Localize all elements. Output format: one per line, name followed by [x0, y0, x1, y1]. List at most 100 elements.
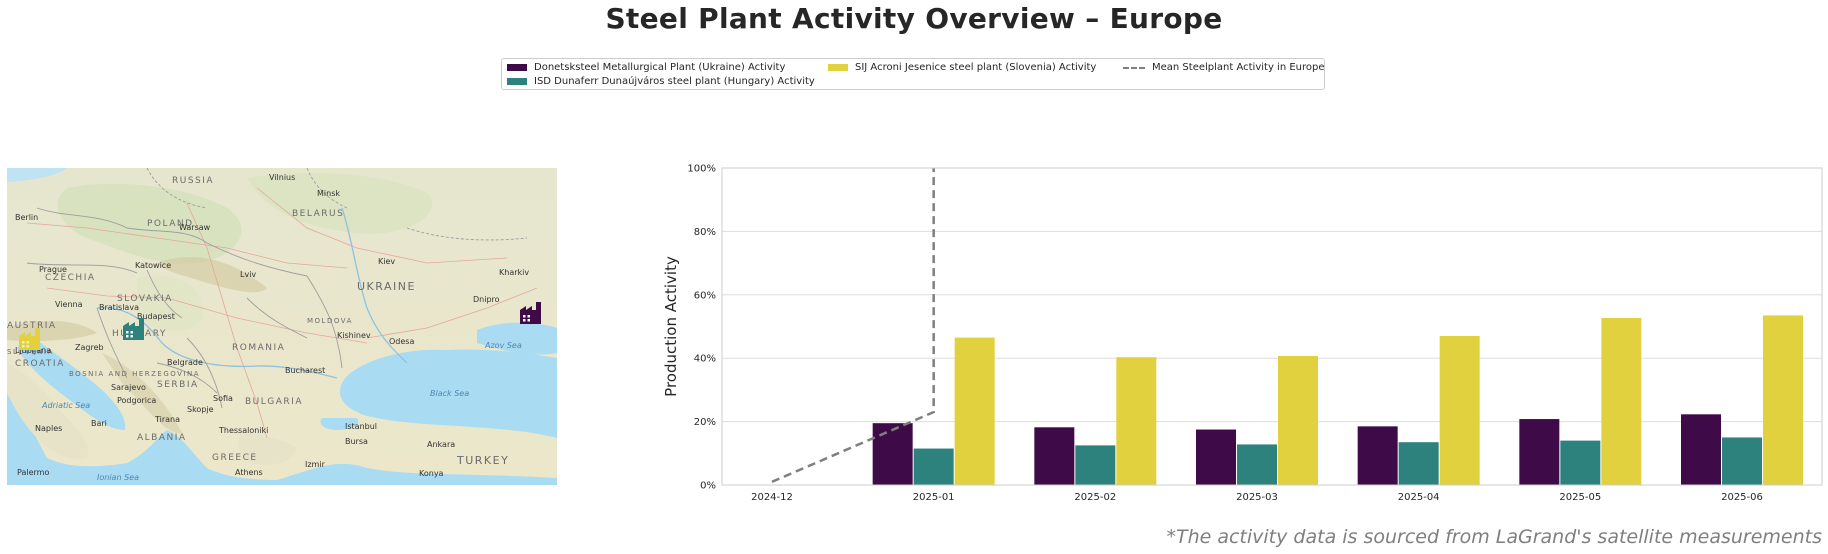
map-country-label: BULGARIA	[245, 397, 303, 407]
map-city-label: Prague	[39, 265, 67, 274]
x-tick-label: 2025-04	[1398, 492, 1440, 503]
bar	[1034, 427, 1075, 485]
data-source-note: *The activity data is sourced from LaGra…	[1166, 526, 1822, 548]
y-tick-label: 0%	[700, 481, 716, 492]
map-city-label: Istanbul	[345, 422, 377, 431]
map-city-label: Tirana	[154, 415, 180, 424]
europe-map: RUSSIA POLAND BELARUS CZECHIA SLOVAKIA U…	[7, 168, 557, 485]
bar	[1722, 437, 1762, 485]
map-country-label: UKRAINE	[357, 280, 416, 293]
bar	[872, 423, 913, 485]
legend-label-mean: Mean Steelplant Activity in Europe	[1152, 62, 1325, 73]
bar	[1763, 315, 1803, 485]
bar	[1237, 444, 1277, 485]
legend-label-dunaferr: ISD Dunaferr Dunaújváros steel plant (Hu…	[534, 76, 815, 87]
map-city-label: Kharkiv	[499, 268, 529, 277]
y-tick-label: 40%	[694, 354, 716, 365]
map-river-danube	[96, 307, 338, 379]
map-city-label: Kishinev	[337, 331, 371, 340]
x-tick-label: 2025-02	[1074, 492, 1116, 503]
factory-icon[interactable]	[19, 328, 40, 350]
bar	[1519, 419, 1560, 485]
map-plain-hungary	[137, 275, 203, 332]
legend-item-dunaferr: ISD Dunaferr Dunaújváros steel plant (Hu…	[507, 76, 815, 87]
map-country-label: SLOVAKIA	[117, 294, 173, 304]
map-country-label: BELARUS	[292, 209, 344, 219]
map-mountains-carpathians	[157, 257, 267, 293]
bar	[913, 448, 954, 485]
y-tick-label: 80%	[694, 227, 716, 238]
map-country-label: ROMANIA	[232, 343, 285, 353]
map-canvas: RUSSIA POLAND BELARUS CZECHIA SLOVAKIA U…	[7, 168, 557, 485]
legend-swatch-donetsksteel	[507, 64, 527, 71]
y-tick-label: 100%	[687, 164, 716, 175]
map-city-label: Odesa	[389, 337, 414, 346]
legend-item-mean: Mean Steelplant Activity in Europe	[1123, 62, 1325, 73]
bar	[1439, 336, 1480, 485]
map-road-1	[26, 222, 348, 269]
map-city-label: Naples	[35, 424, 62, 433]
legend-swatch-acroni	[828, 64, 848, 71]
map-country-label: TURKEY	[456, 454, 509, 467]
factory-icon[interactable]	[520, 302, 541, 324]
bar	[1601, 317, 1642, 485]
map-city-label: Lviv	[240, 270, 256, 279]
map-country-label: POLAND	[147, 219, 194, 229]
map-city-label: Kiev	[378, 257, 395, 266]
map-city-label: Vienna	[55, 300, 83, 309]
map-country-label: SLOVENIA	[7, 348, 54, 356]
map-land-greece	[238, 430, 297, 465]
legend-swatch-dunaferr	[507, 78, 527, 85]
map-city-label: Ankara	[427, 440, 455, 449]
legend-label-acroni: SIJ Acroni Jesenice steel plant (Sloveni…	[855, 62, 1097, 73]
factory-icon[interactable]	[123, 318, 144, 340]
x-tick-label: 2025-06	[1721, 492, 1763, 503]
map-country-label: SERBIA	[157, 380, 199, 390]
map-forest-belarus	[247, 173, 433, 234]
map-country-label: CZECHIA	[45, 273, 96, 283]
map-country-label: RUSSIA	[172, 176, 214, 186]
map-city-label: Berlin	[15, 213, 38, 222]
map-sea-azov	[477, 322, 557, 355]
map-land-italy	[7, 363, 88, 460]
chart-tick-labels: 0% 20% 40% 60% 80% 100% 2024-12 2025-01 2025-02 2…	[687, 164, 1762, 504]
x-tick-label: 2024-12	[751, 492, 793, 503]
map-city-label: Budapest	[137, 312, 175, 321]
map-mountains-dinaric	[102, 353, 182, 434]
map-city-label: Konya	[419, 469, 444, 478]
map-country-label: GREECE	[212, 453, 258, 463]
map-city-label: Bratislava	[99, 303, 139, 312]
bar	[1357, 426, 1398, 485]
map-city-label: Podgorica	[117, 396, 156, 405]
map-city-label: Belgrade	[167, 358, 203, 367]
legend-label-donetsksteel: Donetsksteel Metallurgical Plant (Ukrain…	[534, 62, 786, 73]
map-sea-label: Black Sea	[430, 389, 469, 398]
chart-legend: Donetsksteel Metallurgical Plant (Ukrain…	[501, 58, 1325, 90]
map-city-label: Ljubljana	[15, 346, 51, 355]
map-city-label: Dnipro	[473, 295, 500, 304]
map-city-label: Skopje	[187, 405, 214, 414]
map-sea-label: Azov Sea	[484, 341, 522, 350]
bar	[1278, 355, 1318, 485]
map-city-label: Katowice	[135, 261, 171, 270]
map-city-label: Sarajevo	[111, 383, 146, 392]
map-country-label: CROATIA	[15, 359, 65, 369]
x-tick-label: 2025-03	[1236, 492, 1278, 503]
map-road-2	[46, 287, 368, 344]
y-tick-label: 60%	[694, 290, 716, 301]
bar	[1681, 414, 1721, 485]
map-city-label: Bursa	[345, 437, 368, 446]
map-country-label: AUSTRIA	[7, 321, 57, 331]
bar	[1398, 442, 1439, 485]
map-city-label: Palermo	[17, 468, 49, 477]
chart-title: Steel Plant Activity Overview – Europe	[605, 2, 1223, 35]
legend-swatch-mean	[1123, 66, 1145, 69]
map-city-label: Sofia	[213, 394, 233, 403]
bar	[1116, 357, 1157, 485]
map-river-dnieper	[341, 207, 408, 364]
map-city-label: Zagreb	[75, 343, 104, 352]
map-sea-label: Adriatic Sea	[41, 401, 90, 410]
map-road-5	[366, 287, 538, 339]
legend-item-acroni: SIJ Acroni Jesenice steel plant (Sloveni…	[828, 62, 1096, 73]
legend-item-donetsksteel: Donetsksteel Metallurgical Plant (Ukrain…	[507, 62, 785, 73]
